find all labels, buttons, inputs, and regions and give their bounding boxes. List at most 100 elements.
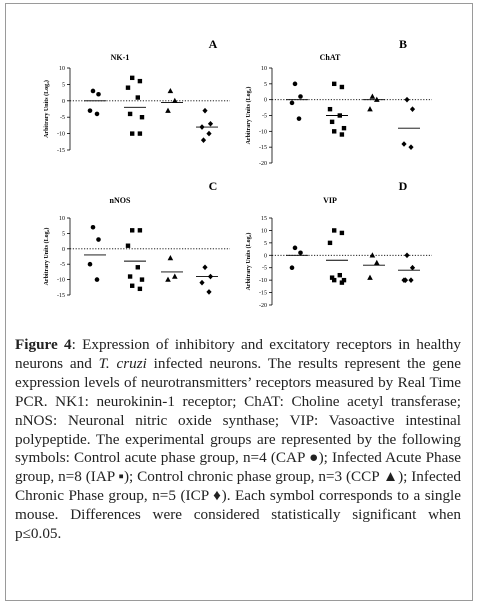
- marker-diamond: [200, 137, 207, 143]
- marker-circle: [96, 237, 101, 242]
- panel-b: ChAT B -20 -15 -10 -5 0 5 10 Arbitrary Units (Log…: [245, 37, 432, 167]
- y-tick-label: -15: [57, 148, 65, 154]
- marker-square: [332, 228, 337, 233]
- marker-diamond: [206, 289, 212, 295]
- y-tick-label: 5: [62, 231, 65, 237]
- marker-square: [130, 283, 135, 288]
- marker-square: [339, 280, 345, 285]
- marker-square: [332, 81, 337, 87]
- marker-circle: [94, 277, 100, 282]
- y-tick-label: 0: [62, 99, 65, 105]
- marker-triangle: [167, 87, 174, 94]
- marker-triangle: [167, 255, 174, 261]
- marker-diamond: [402, 277, 409, 283]
- y-tick-label: 10: [261, 228, 267, 234]
- marker-square: [139, 115, 145, 120]
- marker-circle: [94, 111, 100, 117]
- marker-square: [327, 240, 333, 246]
- marker-diamond: [404, 96, 410, 103]
- marker-circle: [87, 261, 93, 267]
- marker-circle: [298, 250, 303, 256]
- marker-square: [135, 265, 140, 270]
- marker-square: [341, 125, 347, 131]
- y-tick-label: -10: [259, 278, 267, 284]
- panel-letter: A: [209, 37, 218, 51]
- marker-square: [127, 111, 133, 117]
- caption-text-1: : Expression of inhibitory and excitator…: [15, 336, 461, 372]
- marker-square: [339, 230, 345, 236]
- marker-diamond: [409, 264, 416, 271]
- panel-title: NK-1: [111, 53, 130, 62]
- marker-circle: [96, 91, 101, 97]
- marker-square: [127, 274, 133, 279]
- marker-circle: [289, 100, 295, 106]
- y-tick-label: -20: [259, 303, 267, 309]
- marker-square: [329, 119, 335, 125]
- marker-diamond: [202, 107, 208, 114]
- marker-triangle: [374, 259, 380, 265]
- panel-letter: D: [399, 179, 408, 193]
- marker-square: [327, 106, 333, 112]
- y-tick-label: 0: [264, 98, 267, 104]
- marker-diamond: [199, 279, 205, 286]
- y-axis-label: Arbitrary Units (Log₂): [43, 228, 50, 286]
- caption-label: Figure 4: [15, 336, 72, 353]
- y-tick-label: -5: [262, 266, 267, 272]
- marker-triangle: [172, 273, 178, 279]
- marker-square: [337, 272, 342, 278]
- marker-diamond: [404, 252, 410, 259]
- marker-diamond: [206, 130, 212, 137]
- marker-square: [329, 275, 335, 280]
- y-tick-label: -15: [259, 291, 267, 297]
- figure-caption: Figure 4: Expression of inhibitory and e…: [15, 336, 461, 544]
- y-tick-label: -20: [259, 161, 267, 167]
- y-axis-label: Arbitrary Units (Log₂): [245, 233, 252, 291]
- marker-square: [332, 277, 337, 283]
- y-tick-label: -10: [57, 132, 65, 138]
- y-tick-label: 10: [261, 66, 267, 72]
- y-tick-label: 5: [62, 82, 65, 88]
- y-tick-label: -10: [259, 129, 267, 135]
- marker-triangle: [367, 106, 373, 112]
- marker-triangle: [165, 276, 171, 282]
- marker-triangle: [369, 93, 376, 99]
- marker-square: [339, 84, 345, 90]
- y-tick-label: -15: [259, 145, 267, 151]
- y-tick-label: -15: [57, 293, 65, 299]
- y-tick-label: 10: [59, 66, 65, 72]
- marker-square: [137, 228, 143, 233]
- marker-square: [137, 131, 143, 136]
- marker-diamond: [409, 106, 416, 112]
- marker-square: [139, 277, 145, 282]
- panel-letter: B: [399, 37, 407, 51]
- y-tick-label: 10: [59, 216, 65, 222]
- marker-square: [137, 286, 143, 292]
- marker-square: [130, 228, 135, 233]
- marker-circle: [289, 265, 295, 271]
- marker-triangle: [367, 274, 373, 280]
- y-tick-label: -10: [57, 278, 65, 284]
- marker-circle: [90, 224, 96, 230]
- y-axis-label: Arbitrary Units (Log₂): [245, 87, 252, 145]
- panel-title: nNOS: [110, 196, 131, 205]
- y-tick-label: 0: [62, 247, 65, 253]
- marker-triangle: [165, 107, 171, 113]
- y-tick-label: 5: [264, 241, 267, 247]
- marker-triangle: [172, 97, 178, 103]
- marker-diamond: [202, 264, 208, 271]
- marker-diamond: [207, 120, 214, 127]
- marker-triangle: [369, 252, 376, 258]
- figure-frame: [5, 3, 473, 601]
- marker-diamond: [401, 141, 407, 147]
- panel-d: VIP D -20 -15 -10 -5 0 5 10 15 Arbitrary Units (Lo…: [245, 179, 432, 309]
- marker-circle: [298, 94, 303, 99]
- marker-square: [341, 277, 347, 283]
- marker-square: [130, 75, 135, 81]
- panel-a: NK-1 A -15 -10 -5 0 5 10 Arbitrary Units (Log₂): [43, 37, 230, 154]
- marker-circle: [87, 108, 93, 113]
- marker-circle: [292, 81, 298, 87]
- panel-title: VIP: [323, 196, 337, 205]
- y-tick-label: -5: [60, 115, 65, 121]
- y-tick-label: 5: [264, 82, 267, 88]
